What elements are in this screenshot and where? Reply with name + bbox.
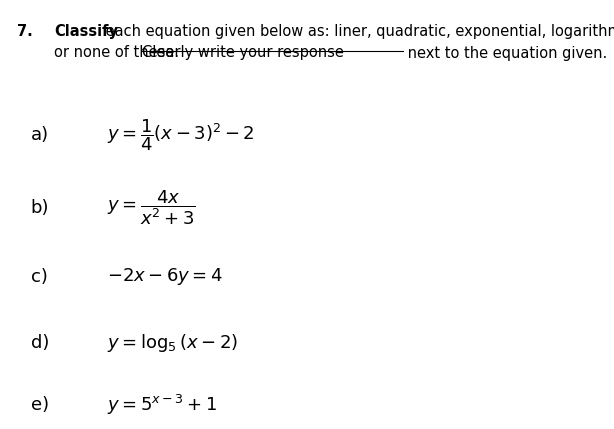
- Text: a): a): [31, 126, 49, 144]
- Text: next to the equation given.   (⁴ ʹ        ,: next to the equation given. (⁴ ʹ ,: [403, 45, 614, 61]
- Text: d): d): [31, 334, 49, 352]
- Text: $y = \dfrac{4x}{x^2+3}$: $y = \dfrac{4x}{x^2+3}$: [107, 189, 196, 227]
- Text: b): b): [31, 199, 49, 217]
- Text: $y = 5^{x-3} + 1$: $y = 5^{x-3} + 1$: [107, 393, 217, 417]
- Text: Classify: Classify: [54, 24, 118, 39]
- Text: $-2x - 6y = 4$: $-2x - 6y = 4$: [107, 266, 223, 287]
- Text: c): c): [31, 268, 47, 286]
- Text: $y = \dfrac{1}{4}(x-3)^2 - 2$: $y = \dfrac{1}{4}(x-3)^2 - 2$: [107, 117, 255, 153]
- Text: e): e): [31, 396, 49, 414]
- Text: each equation given below as: liner, quadratic, exponential, logarithmic, ration: each equation given below as: liner, qua…: [101, 24, 614, 39]
- Text: Clearly write your response: Clearly write your response: [142, 45, 344, 60]
- Text: or none of these.: or none of these.: [54, 45, 188, 60]
- Text: 7.: 7.: [17, 24, 33, 39]
- Text: $y = \log_5(x - 2)$: $y = \log_5(x - 2)$: [107, 332, 238, 354]
